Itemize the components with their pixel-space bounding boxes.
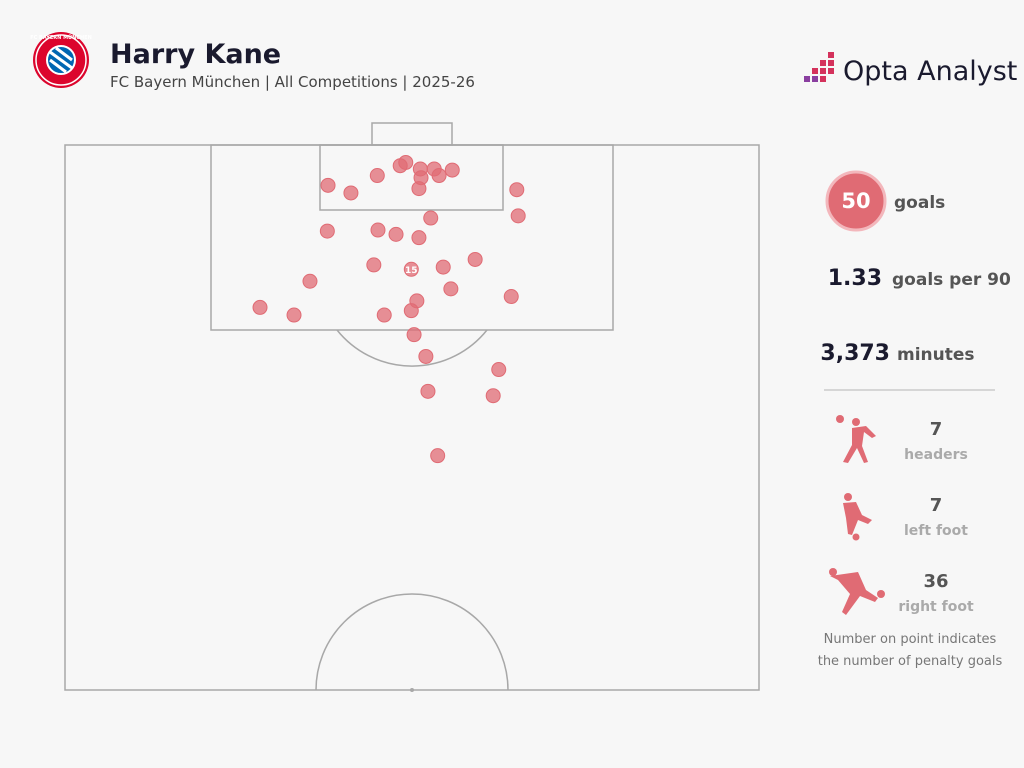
left-foot-icon: [843, 493, 872, 541]
goal-point: [388, 226, 404, 242]
goal-point: [320, 177, 336, 193]
breakdown-label: left foot: [904, 523, 968, 539]
goal-point: [406, 327, 422, 343]
pitch: [64, 122, 760, 692]
goal-point: [286, 307, 302, 323]
goal-point: [411, 181, 427, 197]
goal-point: [491, 362, 507, 378]
logo-text: FC BAYERN MÜNCHEN: [30, 34, 92, 41]
goal-point: [392, 158, 408, 174]
goal-point: [430, 448, 446, 464]
goal-point: [409, 293, 425, 309]
header-icon: [836, 415, 876, 463]
breakdown: 7 headers 7 left foot 36 right foot: [898, 419, 974, 615]
goal-point: [444, 162, 460, 178]
subtitle: FC Bayern München | All Competitions | 2…: [110, 73, 475, 91]
goal-point: [431, 168, 447, 184]
note-line: the number of penalty goals: [818, 654, 1003, 669]
goal-point: [423, 210, 439, 226]
goals-badge: [825, 170, 887, 232]
breakdown-label: right foot: [898, 599, 974, 615]
minutes-label: minutes: [897, 345, 975, 365]
goal-point: [418, 348, 434, 364]
breakdown-label: headers: [904, 447, 968, 463]
goal-point: [443, 281, 459, 297]
minutes-value: 3,373: [820, 341, 890, 366]
goal-point: [376, 307, 392, 323]
goals-label: goals: [894, 193, 945, 213]
goal-point: [510, 208, 526, 224]
goal-point: [370, 222, 386, 238]
goal-point: [420, 383, 436, 399]
goal-point: [435, 259, 451, 275]
goal-point: [485, 388, 501, 404]
goal-point: [503, 289, 519, 305]
goal-point: [403, 261, 419, 277]
goal-point: [467, 251, 483, 267]
right-foot-icon: [829, 568, 885, 615]
point-label: 15: [405, 266, 418, 276]
note-line: Number on point indicates: [824, 632, 997, 647]
brand-mark: [804, 52, 834, 82]
breakdown-value: 36: [923, 571, 948, 592]
goal-point: [319, 223, 335, 239]
goal-point: [411, 230, 427, 246]
title: Harry Kane: [110, 39, 281, 70]
goal-point: [369, 168, 385, 184]
per90-value: 1.33: [828, 266, 882, 291]
brand: Opta Analyst: [843, 56, 1017, 87]
goal-point: [509, 182, 525, 198]
club-logo: FC BAYERN MÜNCHEN: [30, 32, 92, 88]
breakdown-value: 7: [930, 495, 943, 516]
per90-label: goals per 90: [892, 270, 1011, 290]
goal-points: 15: [252, 154, 526, 464]
breakdown-value: 7: [930, 419, 943, 440]
stats: 50 goals 1.33 goals per 90 3,373 minutes: [820, 170, 1011, 391]
goal-point: [302, 273, 318, 289]
goal-point: [252, 299, 268, 315]
goal-point: [343, 185, 359, 201]
goals-value: 50: [841, 189, 870, 213]
icons: [829, 415, 885, 615]
goal-point: [366, 257, 382, 273]
